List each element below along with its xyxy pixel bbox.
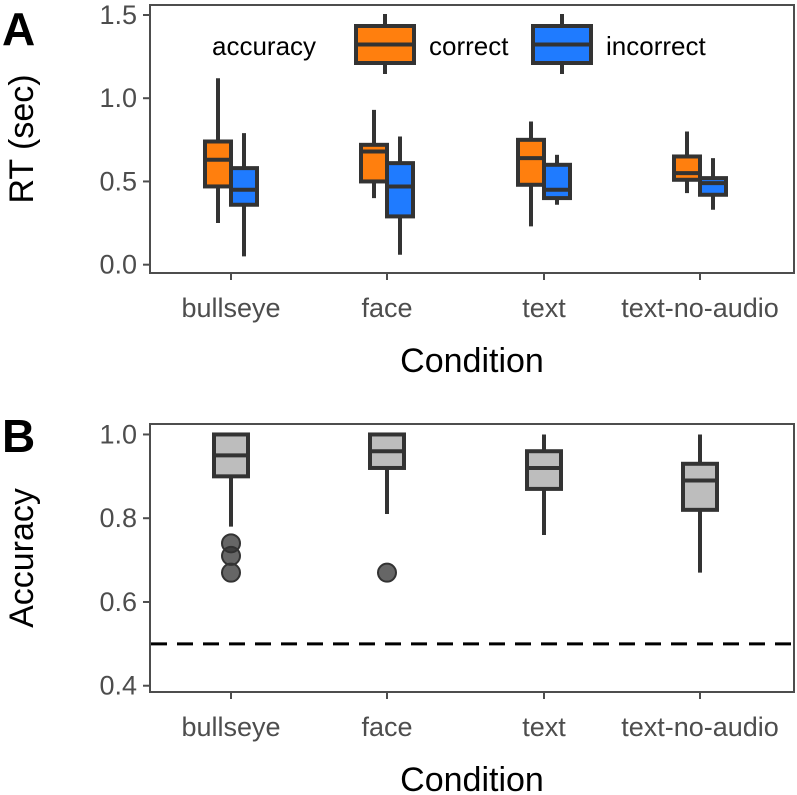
panel-a-y-axis-title: RT (sec) [3,74,41,203]
legend-entry-correct: correct [354,14,509,74]
panel-a-y-tick-label: 0.0 [99,250,137,280]
panel-b-y-tick-label: 0.6 [99,587,137,617]
rt-box-correct-face [359,109,389,199]
accuracy-box-text [525,434,563,535]
panel-b-y-tick-label: 1.0 [99,419,137,449]
panel-b-x-axis-title: Condition [400,761,544,795]
panel-b-y-tick-label: 0.4 [99,671,137,701]
rt-box-correct-bullseye [203,78,233,224]
panel-a-x-tick-label: bullseye [181,293,280,323]
legend: accuracy correct incorrect [212,14,706,74]
rt-box-correct-text-iqr-box [516,137,546,187]
rt-box-incorrect-face-iqr-box [385,161,415,219]
panel-a-y-tick-label: 1.0 [99,83,137,113]
panel-b-x-tick-label: text [522,712,566,742]
accuracy-box-text-no-audio-iqr-box [681,461,719,512]
rt-box-incorrect-text-iqr-box [542,162,572,201]
panel-a-y-tick-label: 0.5 [99,166,137,196]
legend-title: accuracy [212,31,316,61]
accuracy-box-bullseye [212,432,250,583]
accuracy-box-text-no-audio [681,434,719,573]
panel-a-plot: 0.0 0.5 1.0 1.5 bullseye face text text-no-audi… [99,0,778,323]
accuracy-box-face [368,432,406,583]
rt-box-incorrect-bullseye [229,133,259,257]
legend-label-correct: correct [429,31,509,61]
accuracy-box-bullseye-outlier [221,562,241,583]
accuracy-box-text-iqr-box [525,449,563,491]
legend-label-incorrect: incorrect [606,31,706,61]
panel-b-y-axis-title: Accuracy [3,488,41,628]
accuracy-box-face-outlier [377,562,397,583]
rt-box-incorrect-bullseye-iqr-box [229,166,259,207]
rt-box-incorrect-text-no-audio [698,158,728,210]
rt-box-incorrect-text [542,154,572,205]
panel-a-x-tick-label: text [522,293,566,323]
rt-box-correct-text-no-audio-iqr-box [672,154,702,182]
panel-a-x-tick-label: face [361,293,412,323]
rt-box-correct-text-no-audio [672,131,702,194]
panel-b-x-tick-label: face [361,712,412,742]
panel-letter-b: B [2,410,35,462]
panel-a-x-tick-label: text-no-audio [621,293,779,323]
panel-a-x-axis-title: Condition [400,342,544,380]
panel-a-y-tick-label: 1.5 [99,0,137,30]
rt-box-correct-bullseye-iqr-box [203,139,233,189]
rt-box-correct-text [516,121,546,227]
panel-letter-a: A [2,3,35,55]
rt-box-incorrect-face [385,136,415,255]
panel-b-x-tick-label: text-no-audio [621,712,779,742]
panel-b-plot: 0.4 0.6 0.8 1.0 bullseye face text text-no-audi… [99,419,793,742]
panel-b-x-tick-label: bullseye [181,712,280,742]
legend-entry-incorrect: incorrect [531,14,706,74]
panel-b-y-tick-label: 0.8 [99,503,137,533]
accuracy-box-bullseye-outlier [221,545,241,566]
rt-box-incorrect-text-no-audio-iqr-box [698,176,728,197]
